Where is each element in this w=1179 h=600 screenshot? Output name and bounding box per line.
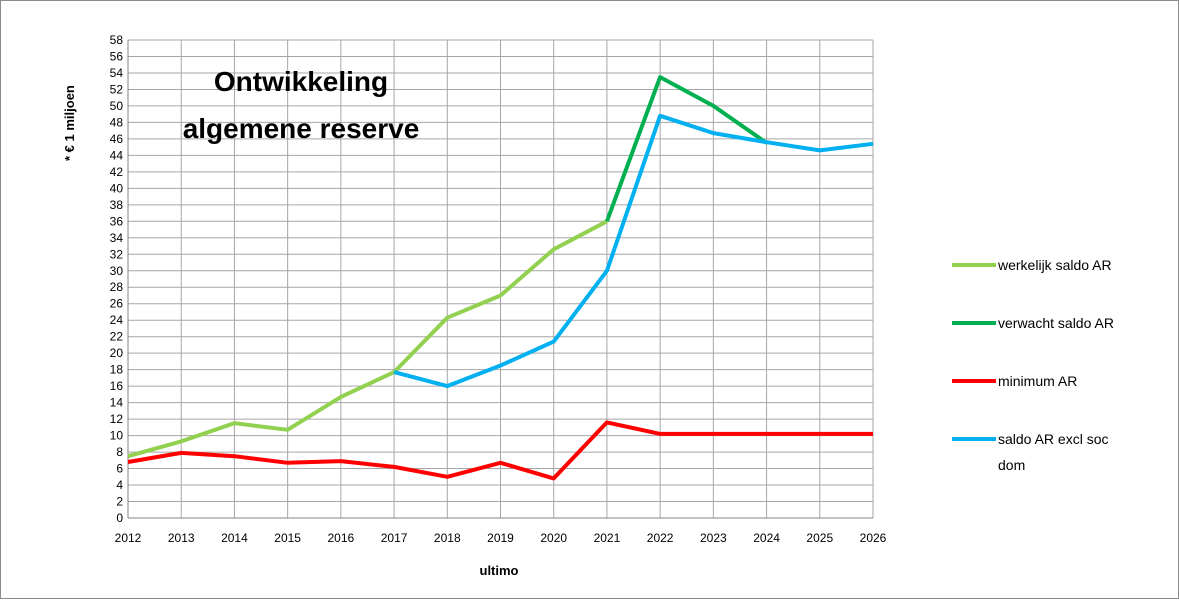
legend-label-verwacht-saldo-ar: verwacht saldo AR	[998, 315, 1114, 331]
y-tick-label: 32	[110, 247, 124, 261]
y-tick-label: 6	[116, 462, 123, 476]
series-line-verwacht-saldo-ar	[605, 75, 768, 222]
x-tick-label: 2021	[594, 531, 621, 545]
y-tick-label: 22	[110, 330, 124, 344]
x-tick-label: 2015	[274, 531, 301, 545]
y-tick-label: 44	[110, 148, 124, 162]
y-tick-label: 46	[110, 132, 124, 146]
y-tick-label: 8	[116, 445, 123, 459]
series-line-saldo-ar-excl-soc-dom	[393, 113, 874, 389]
y-tick-label: 16	[110, 379, 124, 393]
x-tick-label: 2016	[328, 531, 355, 545]
y-tick-label: 24	[110, 313, 124, 327]
y-tick-label: 18	[110, 363, 124, 377]
x-tick-label: 2025	[806, 531, 833, 545]
x-tick-label: 2013	[168, 531, 195, 545]
legend: werkelijk saldo AR verwacht saldo AR minim…	[952, 257, 1114, 473]
x-tick-label: 2022	[647, 531, 674, 545]
series-lines	[127, 75, 874, 481]
y-tick-labels: 0246810121416182022242628303234363840424…	[110, 33, 124, 525]
y-tick-label: 56	[110, 49, 124, 63]
legend-label-minimum-ar: minimum AR	[998, 373, 1077, 389]
gridlines	[127, 39, 874, 519]
y-tick-label: 40	[110, 181, 124, 195]
series-line-minimum-ar	[127, 420, 873, 481]
x-tick-label: 2020	[540, 531, 567, 545]
y-tick-label: 30	[110, 264, 124, 278]
x-tick-label: 2018	[434, 531, 461, 545]
y-tick-label: 4	[116, 478, 123, 492]
x-tick-label: 2023	[700, 531, 727, 545]
x-tick-labels: 2012 2013 2014 2015 2016 2017 2018 2019 2020 2021…	[115, 531, 887, 545]
y-tick-label: 52	[110, 82, 124, 96]
y-tick-label: 50	[110, 99, 124, 113]
x-tick-label: 2024	[753, 531, 780, 545]
y-tick-label: 36	[110, 214, 124, 228]
y-tick-label: 28	[110, 280, 124, 294]
chart-title: Ontwikkeling algemene reserve	[183, 66, 420, 144]
x-tick-label: 2026	[860, 531, 887, 545]
y-axis-label: * € 1 miljoen	[62, 85, 77, 161]
series-line-werkelijk-saldo-ar	[127, 219, 608, 459]
x-axis-label: ultimo	[480, 563, 519, 578]
x-tick-label: 2012	[115, 531, 142, 545]
y-tick-label: 0	[116, 511, 123, 525]
y-tick-label: 42	[110, 165, 124, 179]
y-tick-label: 54	[110, 66, 124, 80]
y-tick-label: 2	[116, 495, 123, 509]
y-tick-label: 38	[110, 198, 124, 212]
x-tick-label: 2014	[221, 531, 248, 545]
y-tick-label: 14	[110, 396, 124, 410]
y-tick-label: 20	[110, 346, 124, 360]
legend-label-saldo-ar-excl-soc-dom: dom	[998, 457, 1025, 473]
y-tick-label: 12	[110, 412, 124, 426]
x-tick-label: 2017	[381, 531, 408, 545]
y-tick-label: 26	[110, 297, 124, 311]
chart-title-line-2: algemene reserve	[183, 113, 420, 144]
legend-label-saldo-ar-excl-soc-dom: saldo AR excl soc	[998, 431, 1109, 447]
y-tick-label: 58	[110, 33, 124, 47]
y-tick-label: 10	[110, 429, 124, 443]
x-tick-label: 2019	[487, 531, 514, 545]
legend-label-werkelijk-saldo-ar: werkelijk saldo AR	[997, 257, 1112, 273]
chart-title-line-1: Ontwikkeling	[214, 66, 388, 97]
y-tick-label: 34	[110, 231, 124, 245]
y-tick-label: 48	[110, 115, 124, 129]
